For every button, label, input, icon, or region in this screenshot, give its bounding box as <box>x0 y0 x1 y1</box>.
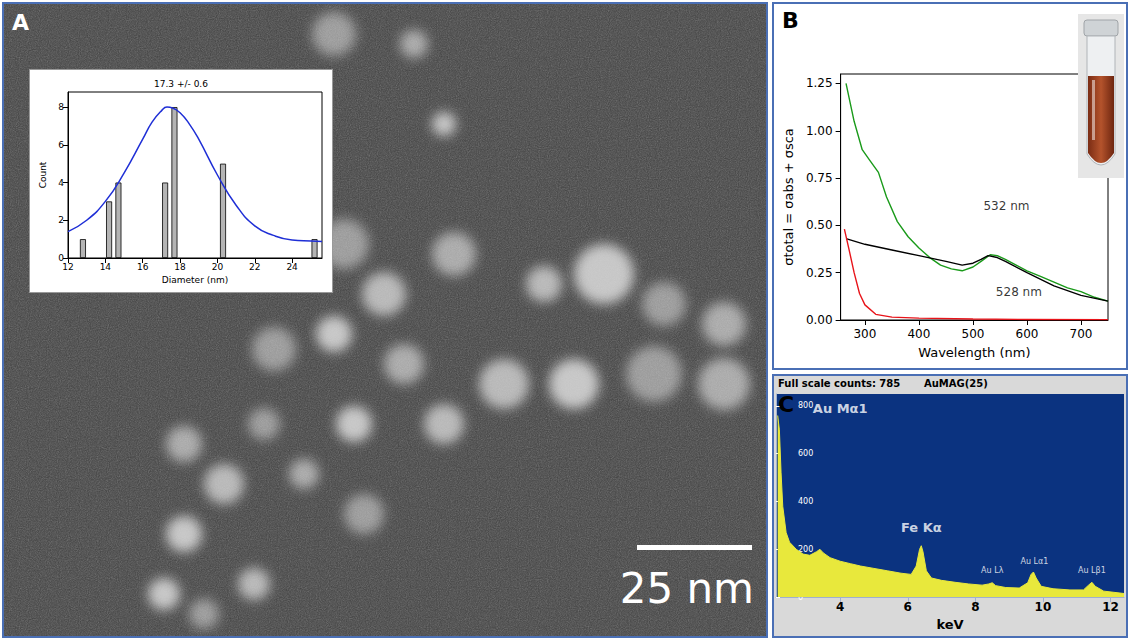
svg-text:300: 300 <box>853 327 876 341</box>
svg-text:Au Lλ: Au Lλ <box>981 566 1004 575</box>
svg-text:Au Lβ1: Au Lβ1 <box>1078 566 1106 575</box>
svg-text:8: 8 <box>971 600 979 614</box>
svg-text:16: 16 <box>137 262 149 272</box>
svg-text:0.75: 0.75 <box>806 171 833 185</box>
svg-text:0: 0 <box>58 253 64 263</box>
html-text:25 nm: 25 nm <box>619 564 754 613</box>
svg-text:Au Lα1: Au Lα1 <box>1021 557 1049 566</box>
svg-text:532 nm: 532 nm <box>983 199 1029 213</box>
svg-text:528 nm: 528 nm <box>996 285 1042 299</box>
svg-text:600: 600 <box>798 449 813 458</box>
html-text:B: B <box>782 8 799 33</box>
svg-text:24: 24 <box>286 262 298 272</box>
html-text:A: A <box>12 10 29 35</box>
html-text:Full scale counts: 785: Full scale counts: 785 <box>778 378 901 389</box>
svg-text:18: 18 <box>174 262 186 272</box>
svg-text:Count: Count <box>38 161 48 188</box>
svg-text:6: 6 <box>904 600 912 614</box>
svg-text:4: 4 <box>836 600 844 614</box>
svg-text:12: 12 <box>1102 600 1119 614</box>
html-text:C: C <box>778 392 795 417</box>
svg-text:Fe Kα: Fe Kα <box>901 520 942 535</box>
svg-text:0.50: 0.50 <box>806 218 833 232</box>
svg-text:20: 20 <box>212 262 224 272</box>
svg-text:2: 2 <box>58 215 64 225</box>
svg-text:700: 700 <box>1070 327 1093 341</box>
svg-text:400: 400 <box>798 497 813 506</box>
svg-text:14: 14 <box>100 262 112 272</box>
svg-text:17.3 +/- 0.6: 17.3 +/- 0.6 <box>154 79 208 89</box>
svg-text:400: 400 <box>907 327 930 341</box>
svg-text:800: 800 <box>798 401 813 410</box>
svg-text:6: 6 <box>58 140 64 150</box>
svg-text:10: 10 <box>1035 600 1052 614</box>
html-text:AuMAG(25): AuMAG(25) <box>924 378 988 389</box>
svg-text:500: 500 <box>962 327 985 341</box>
svg-text:600: 600 <box>1016 327 1039 341</box>
svg-text:200: 200 <box>798 544 814 554</box>
svg-text:1.25: 1.25 <box>806 76 833 90</box>
svg-text:1.00: 1.00 <box>806 124 833 138</box>
svg-text:4: 4 <box>58 178 64 188</box>
svg-text:8: 8 <box>58 102 64 112</box>
svg-text:Wavelength (nm): Wavelength (nm) <box>918 345 1030 360</box>
svg-text:Au Mα1: Au Mα1 <box>813 401 868 416</box>
svg-text:0.00: 0.00 <box>806 313 833 327</box>
svg-text:0.25: 0.25 <box>806 266 833 280</box>
svg-text:keV: keV <box>936 617 963 632</box>
svg-text:Diameter (nm): Diameter (nm) <box>162 275 228 285</box>
svg-text:12: 12 <box>62 262 73 272</box>
svg-text:22: 22 <box>249 262 260 272</box>
svg-text:σtotal = σabs + σsca: σtotal = σabs + σsca <box>781 128 796 266</box>
